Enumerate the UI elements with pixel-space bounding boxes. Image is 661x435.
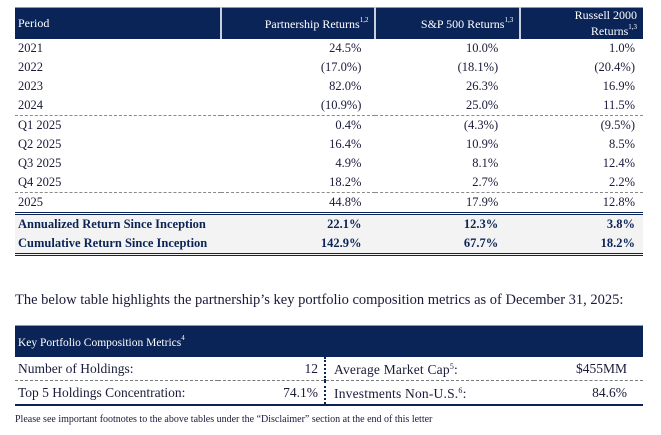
- cell-partnership: 44.8%: [329, 195, 362, 209]
- cell-russell: 12.4%: [602, 156, 635, 170]
- metrics-title-footnote: 4: [181, 334, 185, 342]
- metric-value: 84.6%: [534, 380, 643, 406]
- cell-period: Cumulative Return Since Inception: [15, 234, 221, 256]
- header-sp500: S&P 500 Returns1,3: [374, 7, 521, 39]
- cell-russell: 18.2%: [520, 234, 643, 256]
- cell-period: 2021: [18, 41, 43, 55]
- metric-label-text: Investments Non-U.S.: [334, 386, 459, 401]
- metric-footnote: 5: [449, 362, 455, 371]
- cell-partnership: 4.9%: [335, 156, 362, 170]
- cell-sp500: 67.7%: [375, 234, 521, 256]
- cell-period: Q1 2025: [18, 118, 62, 132]
- metric-label: Top 5 Holdings Concentration:: [15, 380, 218, 406]
- cell-partnership: 22.1%: [220, 212, 376, 234]
- table-row: 2023 82.0% 26.3% 16.9%: [15, 77, 643, 96]
- metric-value: $455MM: [534, 357, 643, 381]
- cell-russell: (20.4%): [594, 60, 635, 74]
- metrics-header-row: Key Portfolio Composition Metrics4: [15, 325, 643, 357]
- cell-partnership: 16.4%: [329, 137, 362, 151]
- cell-partnership: 142.9%: [220, 234, 376, 256]
- metric-label: Number of Holdings:: [15, 357, 218, 381]
- metric-label-colon: :: [454, 362, 458, 377]
- table-row: 2024 (10.9%) 25.0% 11.5%: [15, 96, 643, 116]
- cell-period: 2022: [18, 60, 43, 74]
- cell-sp500: (4.3%): [463, 118, 499, 132]
- metric-footnote: 6: [458, 386, 463, 395]
- cell-partnership: 0.4%: [335, 118, 362, 132]
- cell-sp500: 25.0%: [375, 96, 521, 116]
- metrics-title: Key Portfolio Composition Metrics4: [15, 325, 643, 357]
- table-row: Q3 2025 4.9% 8.1% 12.4%: [15, 154, 643, 173]
- cell-period: Q4 2025: [15, 173, 221, 193]
- header-partnership: Partnership Returns1,2: [219, 7, 376, 39]
- metric-value: 12: [218, 357, 326, 381]
- cell-russell: (9.5%): [600, 118, 635, 132]
- table-row: 2025 44.8% 17.9% 12.8%: [15, 193, 643, 214]
- cell-russell: 16.9%: [602, 79, 635, 93]
- table-row: Q1 2025 0.4% (4.3%) (9.5%): [15, 116, 643, 136]
- cell-russell: 11.5%: [520, 96, 643, 116]
- cell-period: Q2 2025: [18, 137, 62, 151]
- cell-partnership: 24.5%: [329, 41, 362, 55]
- header-sp500-footnote: 1,3: [504, 15, 514, 24]
- cell-russell: 12.8%: [602, 195, 635, 209]
- summary-row-cumulative: Cumulative Return Since Inception 142.9%…: [15, 234, 643, 256]
- table-row: Q4 2025 18.2% 2.7% 2.2%: [15, 173, 643, 193]
- table-row: 2022 (17.0%) (18.1%) (20.4%): [15, 58, 643, 77]
- cell-sp500: 17.9%: [465, 195, 499, 209]
- cell-partnership: (17.0%): [320, 60, 362, 74]
- cell-period: 2024: [15, 96, 221, 116]
- cell-partnership: 18.2%: [220, 173, 376, 193]
- cell-period: 2023: [18, 79, 43, 93]
- intro-paragraph: The below table highlights the partnersh…: [15, 292, 624, 308]
- metric-value: 74.1%: [218, 380, 326, 406]
- cell-period: Annualized Return Since Inception: [15, 212, 221, 234]
- header-period: Period: [15, 7, 221, 39]
- cell-sp500: 10.9%: [465, 137, 499, 151]
- cell-russell: 3.8%: [520, 212, 643, 234]
- cell-sp500: 10.0%: [465, 41, 499, 55]
- cell-period: 2025: [18, 195, 43, 209]
- header-partnership-footnote: 1,2: [359, 15, 369, 24]
- cell-sp500: 26.3%: [465, 79, 499, 93]
- metrics-title-label: Key Portfolio Composition Metrics: [18, 337, 182, 349]
- header-sp500-label: S&P 500 Returns: [420, 16, 505, 31]
- metric-label-text: Average Market Cap: [334, 362, 450, 377]
- metrics-table: Key Portfolio Composition Metrics4 Numbe…: [15, 325, 643, 406]
- cell-sp500: 12.3%: [375, 212, 521, 234]
- cell-partnership: (10.9%): [220, 96, 376, 116]
- table-row: Q2 2025 16.4% 10.9% 8.5%: [15, 135, 643, 154]
- cell-period: Q3 2025: [18, 156, 62, 170]
- metric-label-colon: :: [462, 386, 467, 401]
- cell-russell: 2.2%: [520, 173, 643, 193]
- cell-sp500: 8.1%: [472, 156, 499, 170]
- cell-partnership: 82.0%: [329, 79, 362, 93]
- returns-header-row: Period Partnership Returns1,2 S&P 500 Re…: [15, 7, 643, 39]
- cell-sp500: (18.1%): [457, 60, 499, 74]
- disclaimer-footnote: Please see important footnotes to the ab…: [15, 414, 433, 425]
- summary-row-annualized: Annualized Return Since Inception 22.1% …: [15, 212, 643, 234]
- header-russell-footnote: 1,3: [628, 23, 637, 31]
- metrics-row: Top 5 Holdings Concentration: 74.1% Inve…: [15, 380, 643, 406]
- header-period-label: Period: [18, 16, 50, 30]
- cell-sp500: 2.7%: [375, 173, 521, 193]
- cell-russell: 8.5%: [608, 137, 635, 151]
- header-partnership-label: Partnership Returns: [264, 16, 360, 31]
- metric-label: Investments Non-U.S.6:: [325, 380, 534, 406]
- cell-russell: 1.0%: [608, 41, 635, 55]
- metrics-row: Number of Holdings: 12 Average Market Ca…: [15, 357, 643, 381]
- table-row: 2021 24.5% 10.0% 1.0%: [15, 39, 643, 58]
- header-russell-label: Russell 2000 Returns: [574, 8, 637, 38]
- returns-table: Period Partnership Returns1,2 S&P 500 Re…: [15, 7, 643, 256]
- header-russell: Russell 2000 Returns1,3: [519, 7, 643, 39]
- metric-label: Average Market Cap5:: [325, 357, 534, 381]
